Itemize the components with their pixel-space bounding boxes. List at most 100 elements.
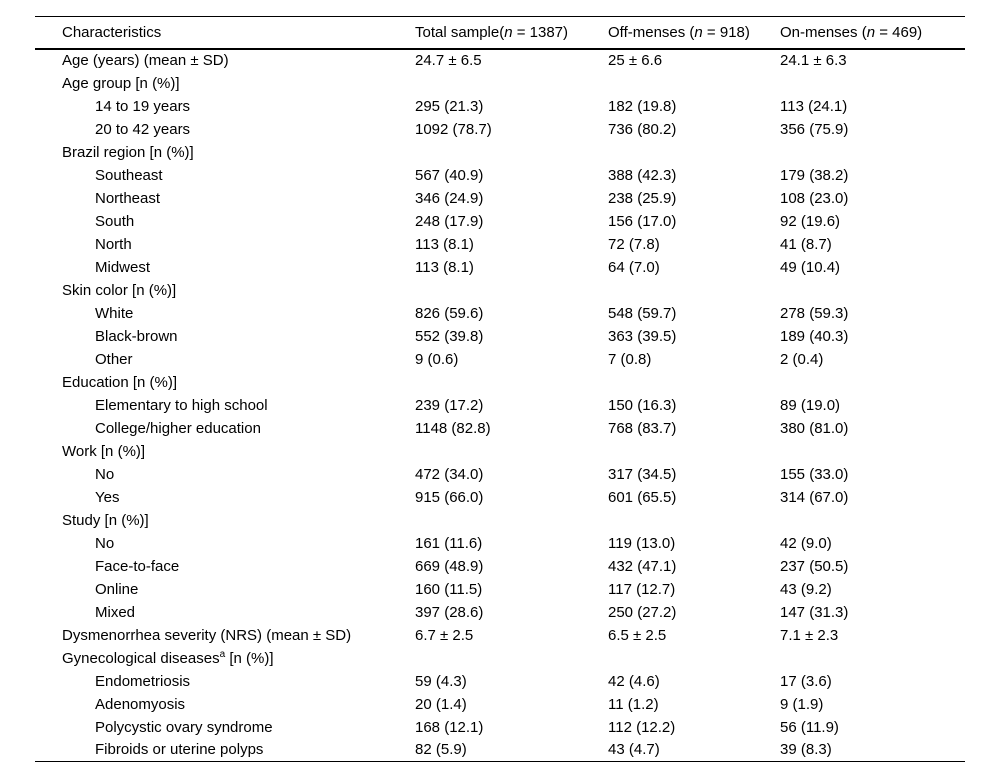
row-label: South	[95, 212, 135, 230]
row-label: Age group [n (%)]	[62, 74, 180, 92]
row-label: Skin color [n (%)]	[62, 281, 177, 299]
col-header-on-menses-count: = 469)	[875, 23, 923, 41]
cell-value	[415, 371, 608, 394]
cell-value: 59 (4.3)	[415, 672, 467, 690]
col-header-off-menses: Off-menses (n = 918)	[608, 16, 780, 50]
cell-value: 41 (8.7)	[780, 235, 832, 253]
cell-value: 472 (34.0)	[415, 465, 484, 483]
cell-value: 43 (9.2)	[780, 580, 832, 598]
cell-value: 117 (12.7)	[608, 580, 676, 598]
cell-value: 20 (1.4)	[415, 695, 467, 713]
cell-value: 567 (40.9)	[415, 166, 484, 184]
cell-value: 39 (8.3)	[780, 741, 832, 759]
cell-value: 112 (12.2)	[608, 718, 676, 736]
cell-value: 317 (34.5)	[608, 465, 677, 483]
cell-value	[415, 509, 608, 532]
cell-value: 346 (24.9)	[415, 189, 484, 207]
cell-value: 72 (7.8)	[608, 235, 660, 253]
table-row: Face-to-face 669 (48.9) 432 (47.1) 237 (50.…	[35, 555, 965, 578]
row-label: Northeast	[95, 189, 161, 207]
cell-value: 11 (1.2)	[608, 695, 659, 713]
cell-value: 363 (39.5)	[608, 327, 677, 345]
cell-value: 92 (19.6)	[780, 212, 841, 230]
table-row: Elementary to high school 239 (17.2) 150 (…	[35, 394, 965, 417]
table-row: Work [n (%)]	[35, 440, 965, 463]
col-header-on-menses: On-menses (n = 469)	[780, 16, 965, 50]
cell-value: 17 (3.6)	[780, 672, 832, 690]
cell-value: 7 (0.8)	[608, 350, 652, 368]
cell-value: 278 (59.3)	[780, 304, 849, 322]
cell-value: 7.1 ± 2.3	[780, 626, 839, 644]
cell-value: 89 (19.0)	[780, 396, 841, 414]
cell-value: 179 (38.2)	[780, 166, 849, 184]
cell-value: 768 (83.7)	[608, 419, 677, 437]
table-row: Polycystic ovary syndrome 168 (12.1) 112 (…	[35, 716, 965, 739]
cell-value: 156 (17.0)	[608, 212, 677, 230]
table-row: Black-brown 552 (39.8) 363 (39.5) 189 (40.3…	[35, 325, 965, 348]
cell-value	[780, 279, 965, 302]
cell-value: 49 (10.4)	[780, 258, 841, 276]
cell-value	[608, 647, 780, 670]
cell-value: 108 (23.0)	[780, 189, 849, 207]
table-row: Skin color [n (%)]	[35, 279, 965, 302]
cell-value: 113 (8.1)	[415, 235, 474, 253]
cell-value: 548 (59.7)	[608, 304, 677, 322]
table-row: North 113 (8.1) 72 (7.8) 41 (8.7)	[35, 233, 965, 256]
row-label: Adenomyosis	[95, 695, 186, 713]
cell-value	[608, 440, 780, 463]
cell-value: 388 (42.3)	[608, 166, 677, 184]
cell-value: 314 (67.0)	[780, 488, 849, 506]
cell-value: 150 (16.3)	[608, 396, 677, 414]
cell-value: 43 (4.7)	[608, 741, 660, 759]
row-label: North	[95, 235, 132, 253]
cell-value: 1092 (78.7)	[415, 120, 492, 138]
cell-value: 155 (33.0)	[780, 465, 849, 483]
table-row: Northeast 346 (24.9) 238 (25.9) 108 (23.0)	[35, 187, 965, 210]
cell-value: 147 (31.3)	[780, 603, 849, 621]
cell-value	[780, 72, 965, 95]
cell-value: 24.7 ± 6.5	[415, 52, 482, 69]
row-label: Dysmenorrhea severity (NRS) (mean ± SD)	[62, 626, 352, 644]
cell-value: 42 (9.0)	[780, 534, 832, 552]
cell-value	[415, 279, 608, 302]
table-row: Gynecological diseasesa [n (%)]	[35, 647, 965, 670]
row-label: Midwest	[95, 258, 151, 276]
table-row: Southeast 567 (40.9) 388 (42.3) 179 (38.2)	[35, 164, 965, 187]
cell-value: 826 (59.6)	[415, 304, 484, 322]
cell-value: 113 (8.1)	[415, 258, 474, 276]
row-label: No	[95, 465, 115, 483]
cell-value	[608, 72, 780, 95]
cell-value: 9 (1.9)	[780, 695, 824, 713]
cell-value: 432 (47.1)	[608, 557, 677, 575]
cell-value: 25 ± 6.6	[608, 52, 663, 69]
cell-value: 669 (48.9)	[415, 557, 484, 575]
cell-value: 2 (0.4)	[780, 350, 824, 368]
cell-value: 736 (80.2)	[608, 120, 677, 138]
cell-value: 113 (24.1)	[780, 97, 848, 115]
row-label: Age (years) (mean ± SD)	[62, 52, 229, 69]
cell-value	[780, 509, 965, 532]
cell-value: 160 (11.5)	[415, 580, 483, 598]
cell-value: 82 (5.9)	[415, 741, 467, 759]
cell-value: 182 (19.8)	[608, 97, 677, 115]
row-label: 20 to 42 years	[95, 120, 191, 138]
table-row: White 826 (59.6) 548 (59.7) 278 (59.3)	[35, 302, 965, 325]
cell-value: 119 (13.0)	[608, 534, 676, 552]
characteristics-table: Characteristics Total sample(n = 1387) O…	[35, 16, 965, 762]
cell-value: 6.5 ± 2.5	[608, 626, 667, 644]
row-label: Study [n (%)]	[62, 511, 149, 529]
cell-value: 56 (11.9)	[780, 718, 839, 736]
row-label: Education [n (%)]	[62, 373, 178, 391]
cell-value: 250 (27.2)	[608, 603, 677, 621]
table-row: Endometriosis 59 (4.3) 42 (4.6) 17 (3.6)	[35, 670, 965, 693]
cell-value	[780, 647, 965, 670]
cell-value	[780, 440, 965, 463]
row-label: Polycystic ovary syndrome	[95, 718, 273, 736]
cell-value: 915 (66.0)	[415, 488, 484, 506]
col-header-off-menses-count: = 918)	[702, 23, 750, 41]
cell-value: 237 (50.5)	[780, 557, 849, 575]
cell-value: 42 (4.6)	[608, 672, 660, 690]
row-label: Other	[95, 350, 133, 368]
cell-value: 6.7 ± 2.5	[415, 626, 474, 644]
